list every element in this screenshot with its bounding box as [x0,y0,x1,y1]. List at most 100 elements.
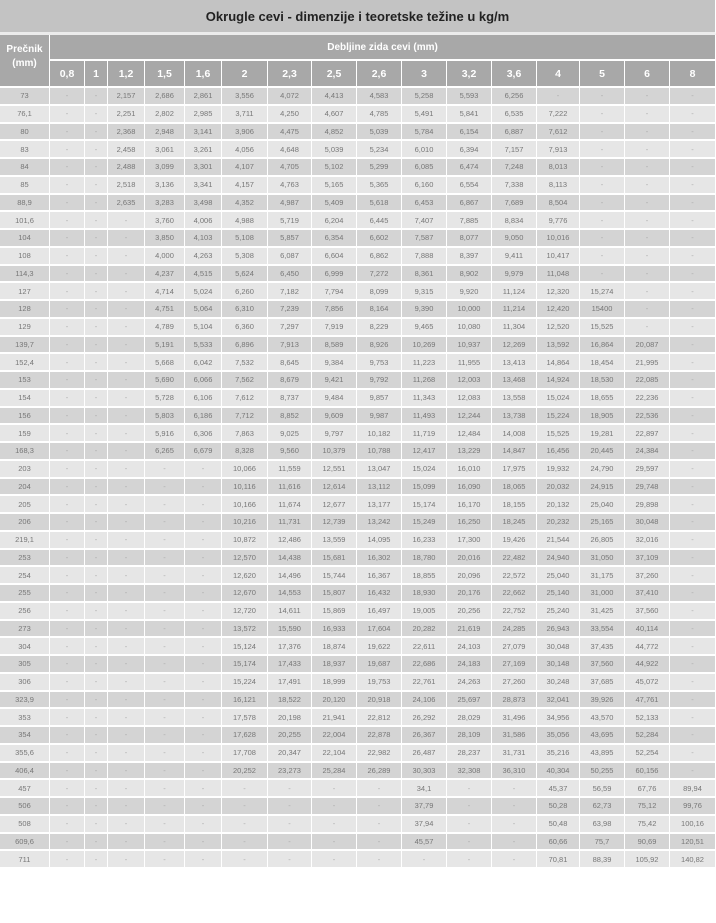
weight-cell: - [108,460,145,479]
weight-cell: 13,047 [357,460,402,479]
weight-cell: 25,697 [447,691,492,710]
weight-cell: - [670,549,716,568]
weight-cell: - [670,567,716,585]
weight-cell: - [625,247,670,266]
weight-cell: 22,662 [492,585,537,603]
diameter-cell: 711 [0,851,50,869]
weight-cell: 9,792 [357,372,402,390]
weight-cell: - [85,762,108,781]
weight-cell: - [312,833,357,852]
table-row: 205- - - - -10,166 11,674 12,677 13,177 15,174 16… [0,496,716,514]
weight-cell: - [580,194,625,213]
weight-cell: 7,272 [357,265,402,284]
weight-cell: 9,411 [492,247,537,266]
weight-cell: 27,079 [492,638,537,656]
weight-cell: 9,560 [268,443,312,461]
weight-cell: 11,616 [268,478,312,497]
weight-cell: 7,913 [268,336,312,355]
weight-cell: - [85,230,108,248]
weight-cell: 70,81 [537,851,580,869]
weight-cell: - [185,478,222,497]
diameter-cell: 406,4 [0,762,50,781]
weight-cell: - [85,567,108,585]
weight-cell: 14,008 [492,425,537,443]
weight-cell: 14,847 [492,443,537,461]
weight-cell: 9,609 [312,407,357,426]
weight-cell: 88,39 [580,851,625,869]
weight-cell: 31,425 [580,602,625,621]
thickness-column-header: 5 [580,61,625,88]
weight-cell: - [108,443,145,461]
weight-cell: - [108,336,145,355]
weight-cell: 12,320 [537,283,580,301]
weight-cell: - [580,230,625,248]
table-row: 203- - - - -10,066 11,559 12,551 13,047 15,024 16… [0,460,716,479]
weight-cell: 15,099 [402,478,447,497]
weight-cell: 31,175 [580,567,625,585]
weight-cell: - [50,620,85,639]
weight-cell: 14,438 [268,549,312,568]
weight-cell: 29,597 [625,460,670,479]
weight-cell: 9,315 [402,283,447,301]
weight-cell: 7,562 [222,372,268,390]
weight-cell: 3,498 [185,194,222,213]
weight-cell: 63,98 [580,815,625,834]
weight-cell: - [85,141,108,159]
weight-cell: - [50,709,85,727]
weight-cell: 12,551 [312,460,357,479]
weight-cell: - [50,851,85,869]
weight-cell: - [85,372,108,390]
weight-cell: 15,525 [537,425,580,443]
weight-cell: - [670,105,716,124]
weight-cell: 5,841 [447,105,492,124]
weight-cell: 28,109 [447,727,492,745]
weight-cell: 8,113 [537,176,580,195]
diameter-cell: 83 [0,141,50,159]
weight-cell: 36,310 [492,762,537,781]
table-row: 273- - - - -13,572 15,590 16,933 17,604 20,282 21… [0,620,716,639]
weight-cell: 20,918 [357,691,402,710]
weight-cell: 28,873 [492,691,537,710]
weight-cell: 31,586 [492,727,537,745]
thickness-column-header: 2,5 [312,61,357,88]
weight-cell: 7,239 [268,301,312,319]
weight-cell: - [85,638,108,656]
weight-cell: 19,426 [492,531,537,550]
weight-cell: 4,987 [268,194,312,213]
weight-cell: - [85,691,108,710]
weight-cell: - [492,815,537,834]
weight-cell: 15,224 [537,407,580,426]
weight-cell: 9,979 [492,265,537,284]
weight-cell: 26,805 [580,531,625,550]
table-row: 80- -2,368 2,948 3,141 3,906 4,475 4,852 5,039 5… [0,123,716,142]
weight-cell: - [268,815,312,834]
weight-cell: 18,930 [402,585,447,603]
thickness-column-header: 1 [85,61,108,88]
weight-cell: 26,292 [402,709,447,727]
weight-cell: - [50,443,85,461]
weight-cell: - [50,460,85,479]
diameter-cell: 354 [0,727,50,745]
weight-cell: 12,417 [402,443,447,461]
weight-cell: - [670,372,716,390]
weight-cell: - [85,354,108,372]
weight-cell: 6,085 [402,159,447,177]
weight-cell: 12,614 [312,478,357,497]
weight-cell: - [50,176,85,195]
weight-cell: 75,7 [580,833,625,852]
weight-cell: 4,583 [357,88,402,106]
weight-cell: 6,066 [185,372,222,390]
weight-cell: 10,872 [222,531,268,550]
weight-cell: 10,417 [537,247,580,266]
diameter-cell: 156 [0,407,50,426]
weight-cell: 50,28 [537,798,580,816]
weight-cell: 52,254 [625,744,670,763]
weight-cell: 4,072 [268,88,312,106]
weight-cell: 14,611 [268,602,312,621]
diameter-cell: 609,6 [0,833,50,852]
weight-cell: 34,956 [537,709,580,727]
weight-cell: - [185,833,222,852]
weight-cell: 7,532 [222,354,268,372]
weight-cell: - [85,514,108,532]
weight-cell: 6,394 [447,141,492,159]
